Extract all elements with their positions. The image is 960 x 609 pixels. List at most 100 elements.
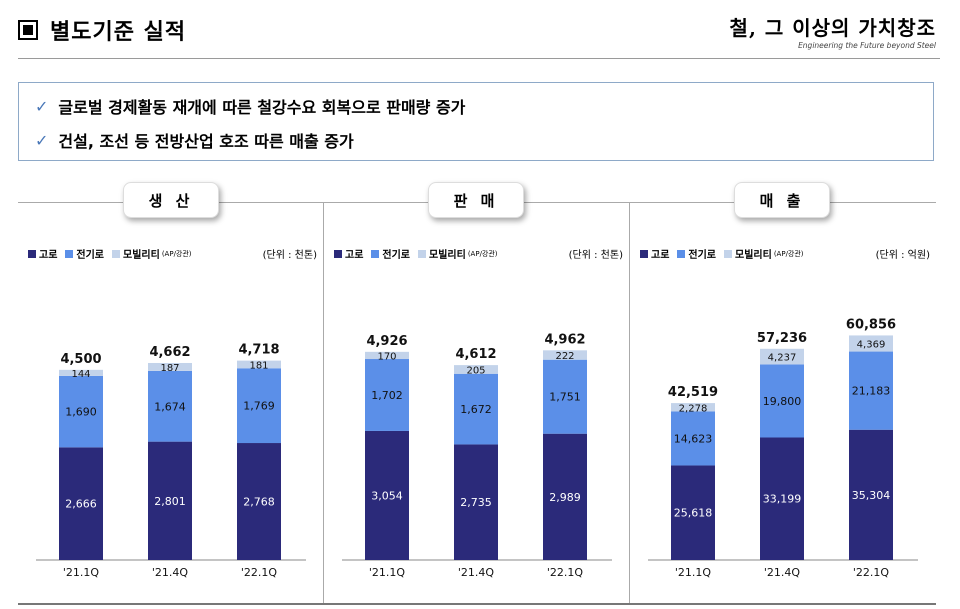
legend-swatch <box>65 249 74 258</box>
logo-subtitle: Engineering the Future beyond Steel <box>798 41 936 50</box>
chart-sales: 3,054 1,702 170 4,926 '21.1Q 2,735 1,672 205 4,6… <box>342 332 612 579</box>
summary-box: ✓ 글로벌 경제활동 재개에 따른 철강수요 회복으로 판매량 증가 ✓ 건설,… <box>18 82 934 161</box>
bar-value-label: 187 <box>160 363 179 374</box>
page-title: 별도기준 실적 <box>50 20 187 45</box>
header-divider <box>18 58 940 59</box>
legend-label: 전기로 <box>76 250 105 261</box>
bar-segment-electric <box>237 368 281 444</box>
bar-value-label: 2,989 <box>549 491 581 504</box>
bar-total-label: 42,519 <box>668 385 718 400</box>
header: 별도기준 실적 철, 그 이상의 가치창조 Engineering the Fu… <box>0 0 960 62</box>
bar-segment-blast <box>365 430 409 560</box>
x-tick-label: '21.1Q <box>675 566 712 579</box>
bar-value-label: 1,674 <box>154 400 186 413</box>
bar-value-label: 21,183 <box>852 385 891 398</box>
bar-value-label: 4,237 <box>768 353 797 364</box>
bar-segment-mobility <box>237 360 281 369</box>
legend-item-blast: 고로 <box>334 246 363 261</box>
bar-segment-electric <box>59 375 103 448</box>
panel-revenue: 매 출 고로 전기로 모빌리티 (AP/강관) (단위 : 억원) 25,618 1… <box>630 180 936 605</box>
bar-segment-blast <box>543 433 587 560</box>
bar-value-label: 1,751 <box>549 391 581 404</box>
x-tick-label: '21.4Q <box>764 566 801 579</box>
bar-segment-blast <box>59 447 103 560</box>
legend-swatch <box>640 249 648 258</box>
unit-label: (단위 : 억원) <box>875 250 930 261</box>
legend-swatch <box>28 249 36 258</box>
legend-swatch <box>371 249 380 258</box>
bar-value-label: 144 <box>71 369 90 380</box>
legend-note: (AP/강관) <box>161 249 192 258</box>
legend-item-mobility: 모빌리티 (AP/강관) <box>418 246 498 261</box>
legend-swatch <box>677 249 686 258</box>
legend: 고로 전기로 모빌리티 (AP/강관) <box>334 246 506 261</box>
chart-revenue: 25,618 14,623 2,278 42,519 '21.1Q 33,199 19,80… <box>648 317 918 579</box>
bar-segment-mobility <box>59 369 103 376</box>
x-tick-label: '22.1Q <box>853 566 890 579</box>
bar-segment-blast <box>237 443 281 560</box>
summary-text: 건설, 조선 등 전방산업 호조 따른 매출 증가 <box>58 132 354 151</box>
panel-divider <box>323 202 324 605</box>
bar-value-label: 1,769 <box>243 400 275 413</box>
title-wrap: 별도기준 실적 <box>18 14 186 46</box>
panel-bottom-rule <box>18 603 936 605</box>
x-tick-label: '21.4Q <box>152 566 189 579</box>
bar-value-label: 4,369 <box>857 339 886 350</box>
panel-sales: 판 매 고로 전기로 모빌리티 (AP/강관) (단위 : 천톤) 3,054 1,… <box>324 180 629 605</box>
panel-divider <box>629 202 630 605</box>
legend-label: 고로 <box>345 250 364 261</box>
bar-segment-mobility <box>849 335 893 352</box>
bar-segment-mobility <box>671 403 715 412</box>
legend-label: 모빌리티 <box>735 250 772 261</box>
bar-segment-blast <box>671 465 715 560</box>
bar-value-label: 2,768 <box>243 496 275 509</box>
summary-text: 글로벌 경제활동 재개에 따른 철강수요 회복으로 판매량 증가 <box>58 98 466 117</box>
x-tick-label: '22.1Q <box>241 566 278 579</box>
bar-value-label: 1,672 <box>460 403 492 416</box>
legend-item-mobility: 모빌리티 (AP/강관) <box>112 246 192 261</box>
bar-value-label: 1,702 <box>371 389 403 402</box>
bar-value-label: 2,801 <box>154 495 186 508</box>
legend-swatch <box>724 249 733 258</box>
summary-item: ✓ 건설, 조선 등 전방산업 호조 따른 매출 증가 <box>35 128 354 152</box>
bar-value-label: 2,735 <box>460 496 492 509</box>
bar-value-label: 14,623 <box>674 432 713 445</box>
bar-value-label: 19,800 <box>763 395 802 408</box>
legend-swatch <box>418 249 427 258</box>
bar-segment-mobility <box>454 365 498 374</box>
unit-label: (단위 : 천톤) <box>568 250 623 261</box>
bar-value-label: 181 <box>249 360 268 371</box>
legend-label: 전기로 <box>688 250 717 261</box>
bar-segment-blast <box>849 429 893 560</box>
bar-total-label: 4,926 <box>366 334 407 349</box>
bar-value-label: 33,199 <box>763 493 802 506</box>
bar-segment-mobility <box>760 348 804 365</box>
panel-label: 매 출 <box>734 182 830 218</box>
bar-value-label: 35,304 <box>852 489 891 502</box>
bar-total-label: 4,718 <box>238 343 279 358</box>
bar-value-label: 3,054 <box>371 489 403 502</box>
chart-production: 2,666 1,690 144 4,500 '21.1Q 2,801 1,674 187 4,6… <box>36 343 306 579</box>
summary-item: ✓ 글로벌 경제활동 재개에 따른 철강수요 회복으로 판매량 증가 <box>35 94 465 118</box>
legend: 고로 전기로 모빌리티 (AP/강관) <box>28 246 200 261</box>
bar-total-label: 4,500 <box>60 352 101 367</box>
panel-label: 생 산 <box>123 182 219 218</box>
legend-item-electric: 전기로 <box>677 246 716 261</box>
legend-item-blast: 고로 <box>28 246 57 261</box>
legend-label: 전기로 <box>382 250 411 261</box>
bar-value-label: 2,278 <box>679 403 708 414</box>
bar-value-label: 25,618 <box>674 507 713 520</box>
legend-label: 모빌리티 <box>123 250 160 261</box>
legend-swatch <box>112 249 121 258</box>
panel-label: 판 매 <box>428 182 524 218</box>
x-tick-label: '21.1Q <box>369 566 406 579</box>
bar-segment-mobility <box>365 351 409 360</box>
bar-segment-mobility <box>148 362 192 371</box>
legend: 고로 전기로 모빌리티 (AP/강관) <box>640 246 812 261</box>
bar-segment-mobility <box>543 350 587 360</box>
legend-note: (AP/강관) <box>467 249 498 258</box>
bar-segment-electric <box>543 359 587 434</box>
x-tick-label: '22.1Q <box>547 566 584 579</box>
charts-area: 생 산 고로 전기로 모빌리티 (AP/강관) (단위 : 천톤) 2,666 1,… <box>18 180 936 605</box>
legend-label: 모빌리티 <box>429 250 466 261</box>
